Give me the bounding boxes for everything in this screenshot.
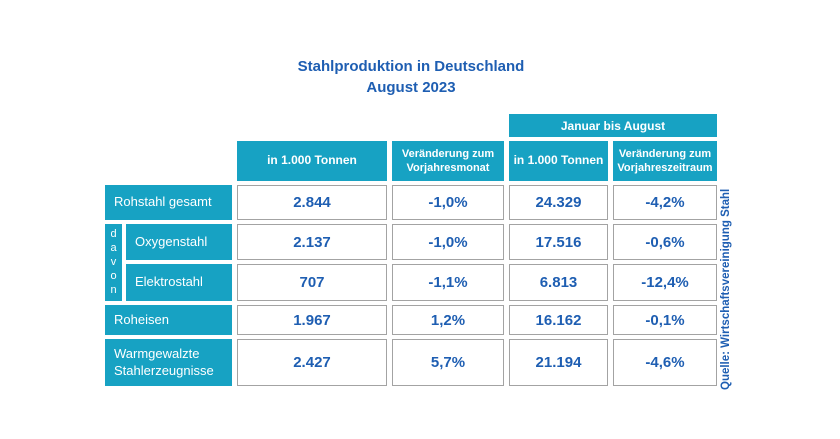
value-cell: 1.967 [237,305,387,335]
column-header-tonnen-jahr: in 1.000 Tonnen [509,141,608,181]
value-cell: 24.329 [509,185,608,220]
value-cell: 2.427 [237,339,387,386]
value-cell: 5,7% [392,339,504,386]
value-cell: -1,1% [392,264,504,301]
davon-group-label: davon [105,224,122,301]
value-cell: -0,6% [613,224,717,260]
column-header-veraenderung-vorjahresmonat: Veränderung zum Vorjahresmonat [392,141,504,181]
row-label-warmgewalzte-stahlerzeugnisse: Warmgewalzte Stahlerzeugnisse [105,339,232,386]
value-cell: 2.137 [237,224,387,260]
source-credit: Quelle: Wirtschaftsvereinigung Stahl [720,188,732,390]
value-cell: 21.194 [509,339,608,386]
group-header-januar-bis-august: Januar bis August [509,114,717,137]
value-cell: 1,2% [392,305,504,335]
value-cell: -0,1% [613,305,717,335]
row-label-oxygenstahl: Oxygenstahl [126,224,232,260]
row-label-rohstahl-gesamt: Rohstahl gesamt [105,185,232,220]
page-title: Stahlproduktion in Deutschland August 20… [105,56,717,98]
title-line-1: Stahlproduktion in Deutschland [297,58,525,75]
value-cell: 17.516 [509,224,608,260]
value-cell: -1,0% [392,224,504,260]
column-header-veraenderung-vorjahreszeitraum: Veränderung zum Vorjahreszeitraum [613,141,717,181]
value-cell: -12,4% [613,264,717,301]
value-cell: 16.162 [509,305,608,335]
value-cell: 2.844 [237,185,387,220]
row-label-roheisen: Roheisen [105,305,232,335]
value-cell: -4,6% [613,339,717,386]
value-cell: 6.813 [509,264,608,301]
row-label-elektrostahl: Elektrostahl [126,264,232,301]
title-line-2: August 2023 [366,79,456,96]
column-header-tonnen-monat: in 1.000 Tonnen [237,141,387,181]
value-cell: 707 [237,264,387,301]
value-cell: -4,2% [613,185,717,220]
production-table: Januar bis August in 1.000 Tonnen Veränd… [105,114,717,386]
value-cell: -1,0% [392,185,504,220]
